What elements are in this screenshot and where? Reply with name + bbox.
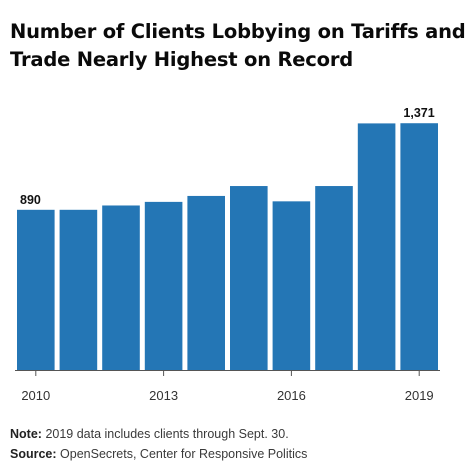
bar-2010 bbox=[17, 209, 55, 370]
bar-2012 bbox=[102, 205, 140, 370]
x-axis-ticks: 2010 2013 2016 2019 bbox=[21, 371, 434, 403]
source-text: OpenSecrets, Center for Responsive Polit… bbox=[60, 447, 308, 461]
bar-2016 bbox=[272, 201, 311, 370]
chart-title: Number of Clients Lobbying on Tariffs an… bbox=[10, 20, 466, 71]
note-label: Note: bbox=[10, 427, 42, 441]
x-tick-label-2010: 2010 bbox=[21, 388, 50, 403]
bar-2013 bbox=[144, 201, 183, 370]
bar-2014 bbox=[187, 195, 225, 370]
source-label: Source: bbox=[10, 447, 57, 461]
data-labels-layer: 890 1,371 bbox=[20, 106, 435, 207]
note-text: 2019 data includes clients through Sept.… bbox=[45, 427, 289, 441]
bar-2015 bbox=[230, 186, 268, 370]
bar-2017 bbox=[315, 186, 353, 370]
x-tick-label-2013: 2013 bbox=[149, 388, 178, 403]
note-line: Note: 2019 data includes clients through… bbox=[10, 424, 466, 444]
x-tick-label-2016: 2016 bbox=[277, 388, 306, 403]
data-label-2019: 1,371 bbox=[403, 106, 434, 120]
bar-2011 bbox=[59, 209, 98, 370]
x-tick-label-2019: 2019 bbox=[405, 388, 434, 403]
bars-layer bbox=[17, 123, 438, 371]
source-line: Source: OpenSecrets, Center for Responsi… bbox=[10, 444, 466, 464]
data-label-2010: 890 bbox=[20, 193, 41, 207]
bar-2019 bbox=[400, 123, 438, 370]
bar-2018 bbox=[357, 123, 396, 371]
footnotes: Note: 2019 data includes clients through… bbox=[10, 424, 466, 464]
